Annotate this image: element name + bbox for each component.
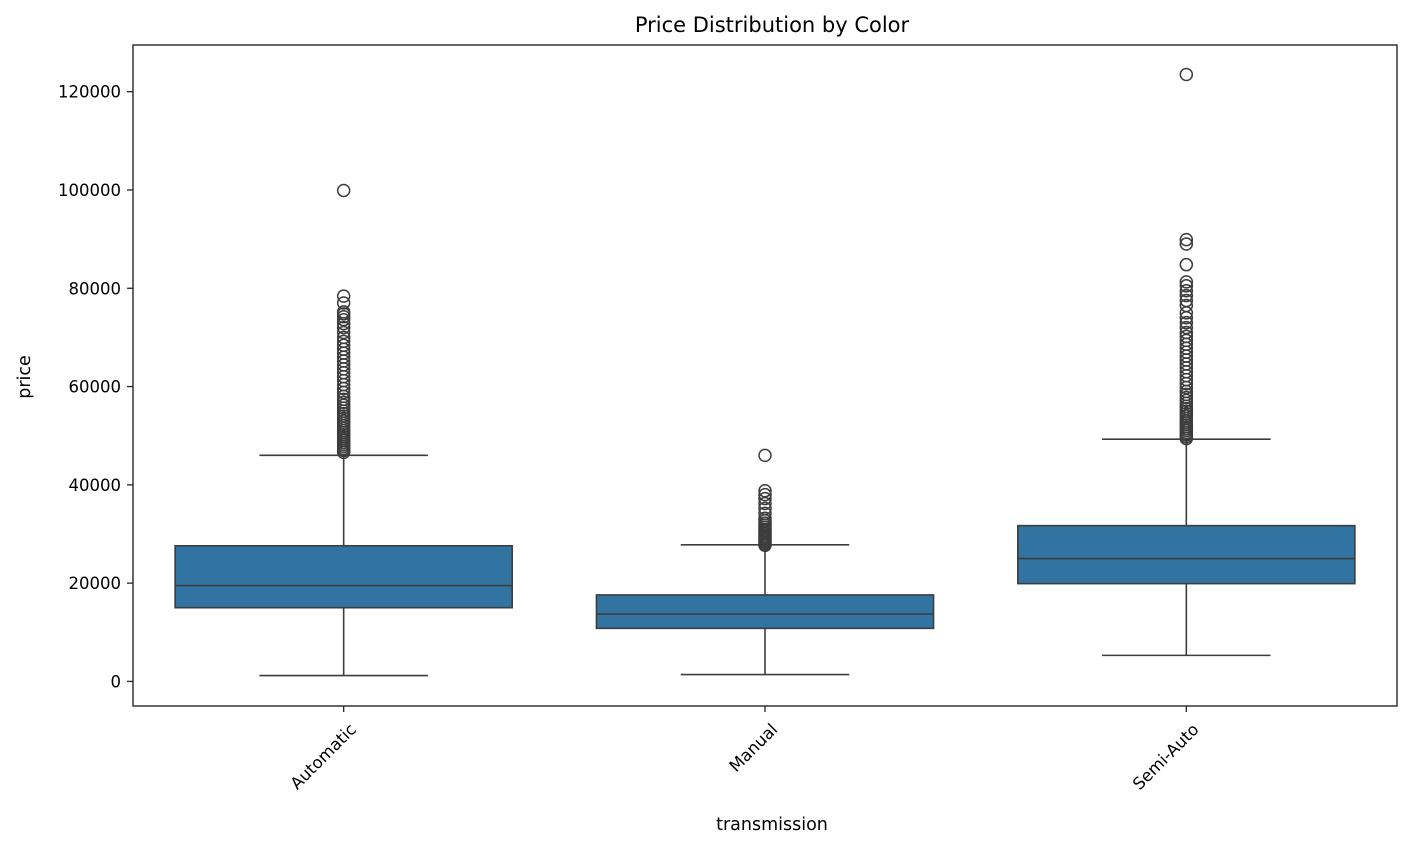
outlier-point [1179,288,1194,303]
outlier-point [1179,329,1194,344]
iqr-box [595,594,935,630]
outlier-point [336,289,351,303]
box-group-semi-auto [1016,67,1356,657]
outlier-point [336,338,351,353]
outlier-point [336,320,351,335]
outlier-point [758,448,772,463]
outlier-point [336,183,351,198]
outlier-point [1179,333,1194,348]
y-tick-label: 0 [111,672,122,691]
outlier-point [336,325,351,340]
y-tick-label: 60000 [69,378,122,397]
outlier-point [1179,237,1194,251]
y-tick-label: 40000 [69,476,122,495]
y-tick-label: 100000 [58,181,121,200]
y-axis-label: price [15,355,35,399]
outlier-point [336,330,351,345]
y-tick-label: 80000 [69,279,122,298]
plot-area [174,67,1356,677]
outlier-point [1179,257,1194,272]
outlier-point [1179,232,1194,247]
outlier-point [1179,67,1194,82]
outlier-point [758,483,772,498]
outlier-point [758,511,772,526]
outlier-point [1179,279,1194,293]
y-tick-label: 20000 [69,574,122,593]
outlier-point [1179,315,1194,330]
outlier-point [758,496,772,511]
box-group-automatic [174,183,514,677]
outlier-point [1179,275,1194,289]
outlier-point [336,305,351,319]
outlier-point [1179,298,1194,313]
outlier-point [1179,320,1194,335]
y-tick-label: 120000 [58,83,121,102]
outlier-point [336,334,351,349]
outlier-point [758,501,772,516]
outlier-point [336,296,351,310]
outlier-point [758,487,772,502]
outlier-point [758,506,772,521]
chart-title: Price Distribution by Color [635,13,910,37]
iqr-box [1016,524,1356,585]
outlier-point [758,491,772,506]
x-axis-label: transmission [716,815,828,835]
outlier-point [1179,325,1194,340]
outlier-point [1179,283,1194,298]
box-group-manual [595,448,935,676]
outlier-point [1179,293,1194,308]
iqr-box [174,544,514,609]
